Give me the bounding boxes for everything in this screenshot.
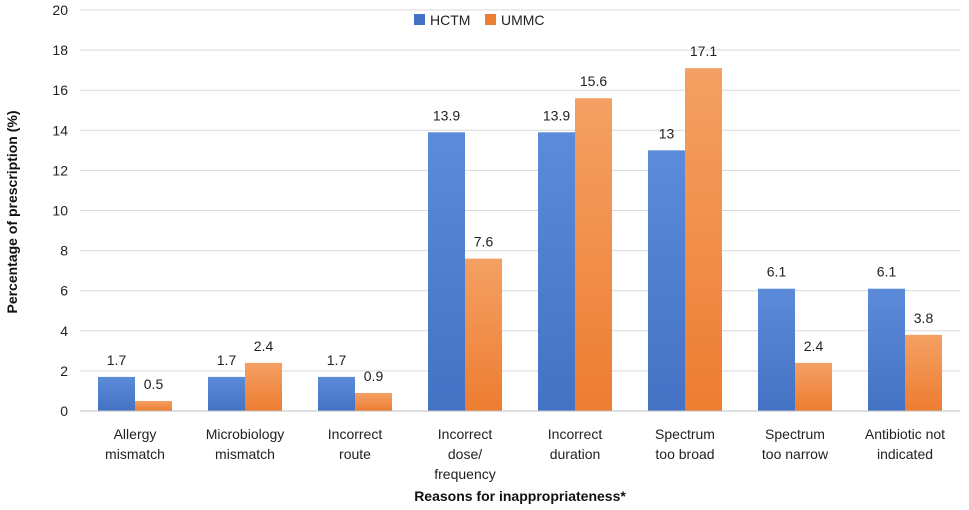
data-labels: 1.7 0.5 1.7 2.4 1.7 0.9 13.9 7.6 13.9 15.6 13 17.1 6… <box>107 43 934 392</box>
bar-hctm-7 <box>868 288 905 411</box>
y-tick-label: 18 <box>52 42 68 58</box>
bar-ummc-7 <box>905 334 942 411</box>
data-label-hctm-6: 6.1 <box>767 264 787 280</box>
category-label-5: Spectrum too broad <box>655 426 715 462</box>
legend: HCTM UMMC <box>414 12 545 28</box>
y-axis-title: Percentage of prescription (%) <box>4 110 20 313</box>
bar-hctm-1 <box>208 376 245 411</box>
data-label-ummc-2: 0.9 <box>364 368 384 384</box>
y-tick-label: 14 <box>52 122 68 138</box>
category-label-1: Microbiology mismatch <box>206 426 285 462</box>
legend-label-hctm: HCTM <box>430 12 470 28</box>
bar-ummc-3 <box>465 258 502 411</box>
data-label-hctm-7: 6.1 <box>877 264 897 280</box>
y-tick-label: 16 <box>52 82 68 98</box>
bar-ummc-5 <box>685 68 722 412</box>
data-label-ummc-1: 2.4 <box>254 338 274 354</box>
category-label-3: Incorrect dose/frequency <box>434 426 495 482</box>
y-axis-ticks: 0 2 4 6 8 10 12 14 16 18 20 <box>52 2 68 419</box>
y-tick-label: 4 <box>60 323 68 339</box>
category-label-7: Antibiotic not indicated <box>865 426 945 462</box>
data-label-ummc-0: 0.5 <box>144 376 164 392</box>
bar-hctm-6 <box>758 288 795 411</box>
data-label-ummc-6: 2.4 <box>804 338 824 354</box>
data-label-hctm-3: 13.9 <box>433 107 460 123</box>
category-label-6: Spectrum too narrow <box>762 426 829 462</box>
bar-hctm-5 <box>648 150 685 411</box>
data-label-ummc-3: 7.6 <box>474 234 494 250</box>
bar-hctm-3 <box>428 132 465 411</box>
category-labels: Allergy mismatch Microbiology mismatch Incor… <box>105 426 945 482</box>
gridlines <box>80 9 960 372</box>
x-axis-title: Reasons for inappropriateness* <box>414 488 626 504</box>
y-tick-label: 20 <box>52 2 68 18</box>
legend-swatch-hctm <box>414 14 425 25</box>
bar-hctm-0 <box>98 376 135 411</box>
data-label-hctm-5: 13 <box>659 125 675 141</box>
legend-swatch-ummc <box>485 14 496 25</box>
category-label-4: Incorrect duration <box>548 426 603 462</box>
y-tick-label: 2 <box>60 363 68 379</box>
data-label-ummc-4: 15.6 <box>580 73 607 89</box>
y-tick-label: 10 <box>52 203 68 219</box>
category-label-0: Allergy mismatch <box>105 426 165 462</box>
y-tick-label: 12 <box>52 162 68 178</box>
bar-hctm-2 <box>318 376 355 411</box>
legend-label-ummc: UMMC <box>501 12 545 28</box>
bar-ummc-1 <box>245 362 282 411</box>
data-label-hctm-4: 13.9 <box>543 107 570 123</box>
bar-ummc-4 <box>575 98 612 411</box>
data-label-hctm-0: 1.7 <box>107 352 127 368</box>
bar-ummc-2 <box>355 392 392 411</box>
bars <box>98 68 942 412</box>
data-label-hctm-2: 1.7 <box>327 352 347 368</box>
data-label-ummc-7: 3.8 <box>914 310 934 326</box>
y-tick-label: 8 <box>60 243 68 259</box>
data-label-hctm-1: 1.7 <box>217 352 237 368</box>
y-tick-label: 6 <box>60 283 68 299</box>
category-label-2: Incorrect route <box>328 426 383 462</box>
y-tick-label: 0 <box>60 403 68 419</box>
data-label-ummc-5: 17.1 <box>690 43 717 59</box>
bar-hctm-4 <box>538 132 575 411</box>
bar-ummc-6 <box>795 362 832 411</box>
bar-ummc-0 <box>135 400 172 411</box>
